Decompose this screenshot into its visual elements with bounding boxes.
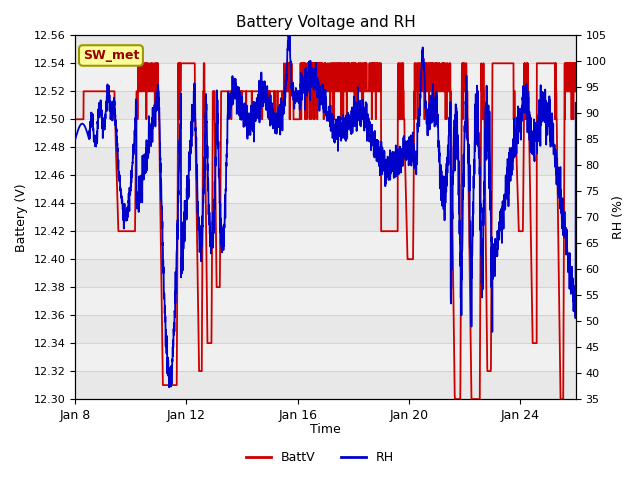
Bar xyxy=(76,91,576,119)
Legend: BattV, RH: BattV, RH xyxy=(241,446,399,469)
Y-axis label: Battery (V): Battery (V) xyxy=(15,183,28,252)
Title: Battery Voltage and RH: Battery Voltage and RH xyxy=(236,15,415,30)
Bar xyxy=(76,203,576,231)
Bar xyxy=(76,315,576,343)
Bar xyxy=(76,147,576,175)
Text: SW_met: SW_met xyxy=(83,49,139,62)
Bar xyxy=(76,36,576,63)
Bar xyxy=(76,119,576,147)
Bar xyxy=(76,63,576,91)
X-axis label: Time: Time xyxy=(310,423,341,436)
Bar xyxy=(76,231,576,259)
Y-axis label: RH (%): RH (%) xyxy=(612,195,625,239)
Bar xyxy=(76,287,576,315)
Bar xyxy=(76,259,576,287)
Bar xyxy=(76,371,576,399)
Bar xyxy=(76,343,576,371)
Bar xyxy=(76,175,576,203)
